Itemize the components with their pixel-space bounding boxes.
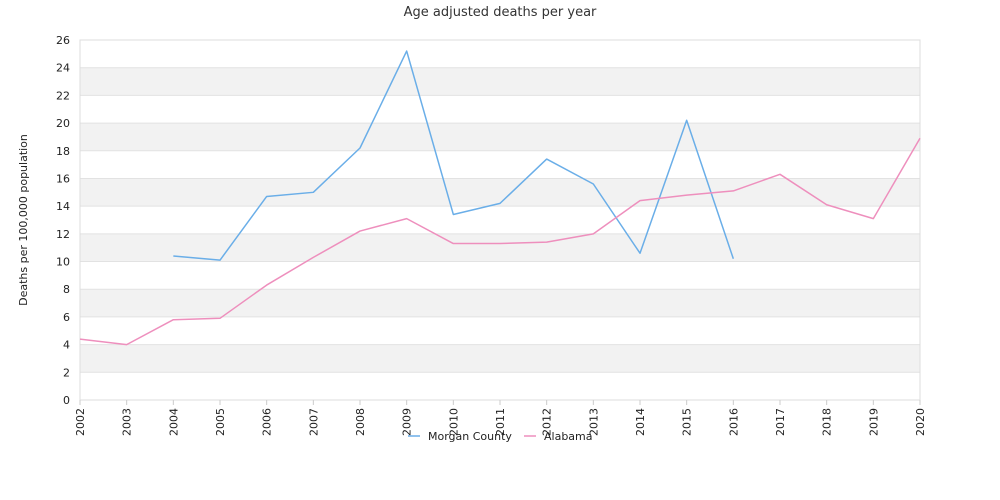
y-tick-label: 2	[63, 366, 70, 379]
series-line-morgan-county	[173, 50, 735, 261]
y-tick-label: 14	[56, 200, 70, 213]
series-line-alabama	[79, 137, 921, 346]
grid-band-12	[80, 40, 920, 68]
y-tick-label: 20	[56, 117, 70, 130]
x-tick-label: 2020	[914, 408, 927, 436]
y-tick-label: 12	[56, 228, 70, 241]
grid-band-2	[80, 316, 920, 345]
grid-band-6	[80, 206, 920, 234]
x-tick-label: 2013	[587, 408, 600, 436]
grid-band-9	[80, 123, 920, 151]
y-tick-label: 24	[56, 62, 70, 75]
grid-band-5	[80, 233, 920, 262]
grid-band-7	[80, 178, 920, 207]
x-tick-label: 2005	[214, 408, 227, 436]
grid-band-8	[80, 150, 920, 179]
y-tick-label: 26	[56, 34, 70, 47]
y-tick-label: 16	[56, 172, 70, 185]
series-lines	[79, 50, 921, 346]
y-tick-label: 22	[56, 89, 70, 102]
x-tick-label: 2002	[74, 408, 87, 436]
x-tick-label: 2008	[354, 408, 367, 436]
y-axis-label: Deaths per 100,000 population	[17, 134, 30, 306]
y-tick-label: 0	[63, 394, 70, 407]
legend-label: Alabama	[544, 430, 593, 443]
x-tick-label: 2006	[261, 408, 274, 436]
x-tick-label: 2017	[774, 408, 787, 436]
x-tick-label: 2010	[447, 408, 460, 436]
grid-band-4	[80, 261, 920, 290]
x-tick-label: 2016	[727, 408, 740, 436]
y-tick-label: 10	[56, 256, 70, 269]
x-tick-label: 2004	[167, 408, 180, 436]
grid-band-10	[80, 95, 920, 124]
grid-bands	[80, 40, 920, 400]
x-tick-label: 2003	[121, 408, 134, 436]
x-tick-label: 2018	[821, 408, 834, 436]
x-tick-label: 2011	[494, 408, 507, 436]
y-tick-label: 8	[63, 283, 70, 296]
grid-band-3	[80, 289, 920, 317]
grid-band-1	[80, 344, 920, 373]
x-tick-label: 2012	[541, 408, 554, 436]
legend-label: Morgan County	[428, 430, 512, 443]
y-tick-label: 4	[63, 339, 70, 352]
x-tick-label: 2019	[867, 408, 880, 436]
x-tick-label: 2007	[307, 408, 320, 436]
y-tick-label: 6	[63, 311, 70, 324]
x-tick-label: 2009	[401, 408, 414, 436]
grid-band-11	[80, 67, 920, 96]
x-tick-label: 2014	[634, 408, 647, 436]
y-tick-label: 18	[56, 145, 70, 158]
grid-band-0	[80, 372, 920, 400]
legend: Morgan County Alabama	[408, 430, 593, 443]
x-axis-ticks: 2002 2003 2004 2005 2006 2007 2008 2009 2010 2011…	[74, 400, 927, 436]
x-tick-label: 2015	[681, 408, 694, 436]
chart-title: Age adjusted deaths per year	[404, 5, 597, 20]
